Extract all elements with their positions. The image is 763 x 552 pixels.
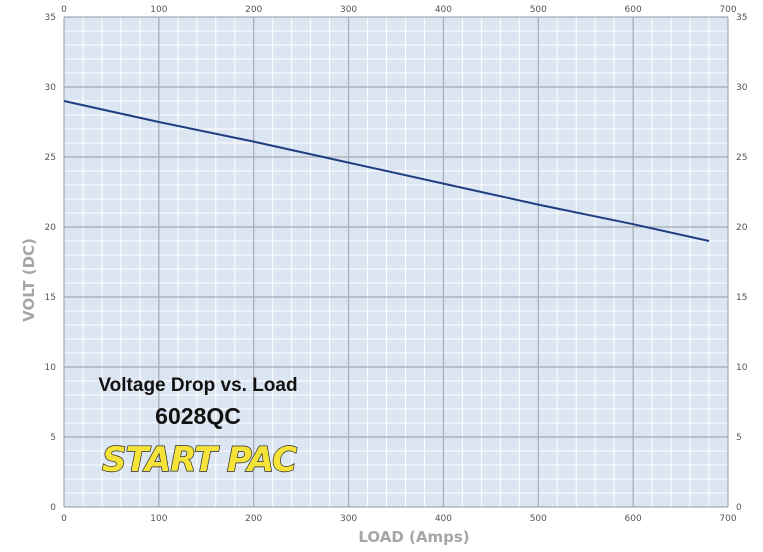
x-tick-label-top: 400 [435,5,452,15]
y-tick-label-right: 15 [736,293,747,303]
y-tick-label-right: 30 [736,83,748,93]
y-tick-label-right: 20 [736,223,748,233]
series-layer [63,100,710,242]
x-tick-label: 300 [340,514,357,524]
y-tick-label: 30 [45,83,57,93]
start-pac-logo: START PAC [102,440,297,480]
x-tick-label-top: 700 [719,5,736,15]
y-tick-label: 10 [45,363,57,373]
x-axis-title: LOAD (Amps) [358,528,469,546]
y-axis-title: VOLT (DC) [20,238,38,322]
x-tick-label-top: 500 [530,5,547,15]
plot-area [64,17,728,507]
annotation-title: Voltage Drop vs. Load [98,375,297,396]
x-tick-label: 500 [530,514,547,524]
major-grid [63,16,729,508]
y-tick-label: 20 [45,223,57,233]
y-tick-label: 15 [45,293,56,303]
y-tick-label: 0 [50,503,56,513]
x-tick-label-top: 300 [340,5,357,15]
y-tick-label: 25 [45,153,56,163]
x-tick-label: 600 [625,514,642,524]
minor-grid [64,17,728,507]
x-tick-label: 400 [435,514,452,524]
tick-labels: 0010010020020030030040040050050060060070… [45,5,748,524]
y-tick-label-right: 35 [736,13,747,23]
y-tick-label-right: 10 [736,363,748,373]
y-tick-label-right: 25 [736,153,747,163]
x-tick-label: 700 [719,514,736,524]
annotation-model: 6028QC [155,403,241,429]
y-tick-label: 5 [50,433,56,443]
y-tick-label-right: 5 [736,433,742,443]
x-tick-label: 100 [150,514,167,524]
y-tick-label: 35 [45,13,56,23]
x-tick-label-top: 200 [245,5,262,15]
series-line-0 [63,100,710,242]
x-tick-label: 200 [245,514,262,524]
x-tick-label-top: 0 [61,5,67,15]
x-tick-label-top: 600 [625,5,642,15]
x-tick-label-top: 100 [150,5,167,15]
x-tick-label: 0 [61,514,67,524]
y-tick-label-right: 0 [736,503,742,513]
